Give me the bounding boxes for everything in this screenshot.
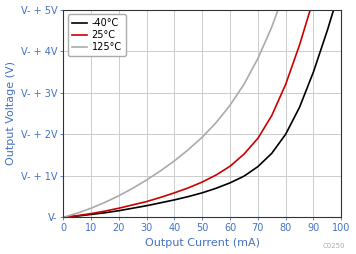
-40°C [117, 209, 121, 212]
-40°C [75, 215, 79, 218]
-40°C [158, 201, 163, 204]
125°C [172, 159, 177, 162]
Legend: -40°C, 25°C, 125°C: -40°C, 25°C, 125°C [68, 14, 126, 56]
25°C [145, 200, 149, 203]
Y-axis label: Output Voltage (V): Output Voltage (V) [6, 61, 16, 165]
125°C [61, 216, 66, 219]
X-axis label: Output Current (mA): Output Current (mA) [145, 239, 260, 248]
25°C [89, 212, 93, 215]
-40°C [283, 133, 288, 136]
25°C [131, 203, 135, 207]
25°C [269, 114, 274, 117]
125°C [117, 194, 121, 197]
25°C [186, 186, 190, 189]
-40°C [312, 70, 316, 73]
125°C [200, 136, 204, 139]
25°C [297, 43, 302, 46]
-40°C [228, 181, 232, 184]
125°C [186, 148, 190, 151]
-40°C [103, 211, 107, 214]
125°C [89, 207, 93, 210]
125°C [131, 187, 135, 190]
Line: 125°C: 125°C [63, 0, 341, 217]
125°C [103, 201, 107, 204]
25°C [103, 210, 107, 213]
Line: 25°C: 25°C [63, 0, 341, 217]
125°C [256, 57, 260, 60]
25°C [61, 216, 66, 219]
25°C [117, 207, 121, 210]
25°C [312, 0, 316, 1]
-40°C [297, 106, 302, 109]
-40°C [145, 204, 149, 207]
25°C [228, 165, 232, 168]
125°C [228, 104, 232, 107]
-40°C [269, 152, 274, 155]
25°C [242, 153, 246, 156]
-40°C [172, 198, 177, 201]
-40°C [214, 187, 218, 190]
Line: -40°C: -40°C [63, 0, 341, 217]
-40°C [256, 165, 260, 168]
125°C [242, 83, 246, 86]
Text: C0250: C0250 [323, 243, 345, 249]
125°C [269, 25, 274, 28]
-40°C [186, 195, 190, 198]
-40°C [200, 191, 204, 194]
-40°C [89, 213, 93, 216]
125°C [158, 169, 163, 172]
-40°C [242, 175, 246, 178]
25°C [214, 173, 218, 177]
-40°C [131, 207, 135, 210]
125°C [145, 178, 149, 181]
25°C [200, 181, 204, 184]
25°C [256, 137, 260, 140]
125°C [75, 212, 79, 215]
125°C [214, 121, 218, 124]
-40°C [61, 216, 66, 219]
25°C [283, 83, 288, 86]
-40°C [325, 29, 330, 32]
25°C [158, 196, 163, 199]
25°C [75, 214, 79, 217]
25°C [172, 191, 177, 194]
